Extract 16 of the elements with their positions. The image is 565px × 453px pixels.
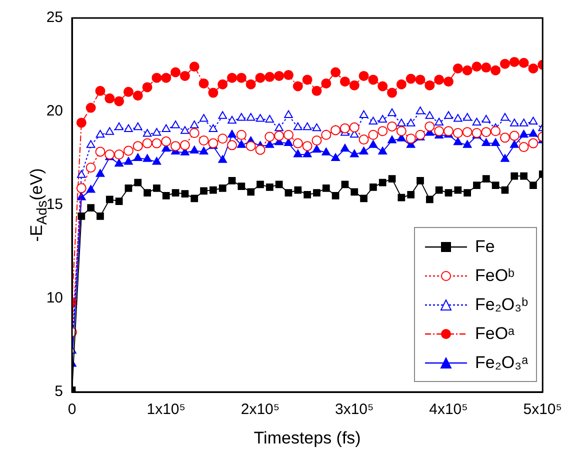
legend-label: FeOᵃ [474, 324, 514, 344]
x-tick-label: 2x10⁵ [240, 401, 280, 418]
legend-label: Fe [474, 236, 495, 256]
y-tick-label: 25 [46, 9, 63, 26]
x-tick-label: 3x10⁵ [335, 401, 374, 418]
y-tick-label: 20 [46, 102, 63, 120]
legend-label: FeOᵇ [474, 266, 514, 286]
legend-label: Fe₂O₃ᵃ [474, 352, 528, 372]
x-tick-label: 4x10⁵ [429, 401, 468, 418]
x-tick-label: 1x10⁵ [146, 401, 186, 418]
x-axis-title: Timesteps (fs) [254, 428, 361, 448]
x-tick-label: 5x10⁵ [523, 401, 562, 418]
y-tick-label: 5 [54, 383, 63, 400]
y-tick-label: 10 [46, 290, 63, 307]
legend-label: Fe₂O₃ᵇ [474, 294, 528, 314]
x-tick-label: 0 [68, 401, 76, 418]
